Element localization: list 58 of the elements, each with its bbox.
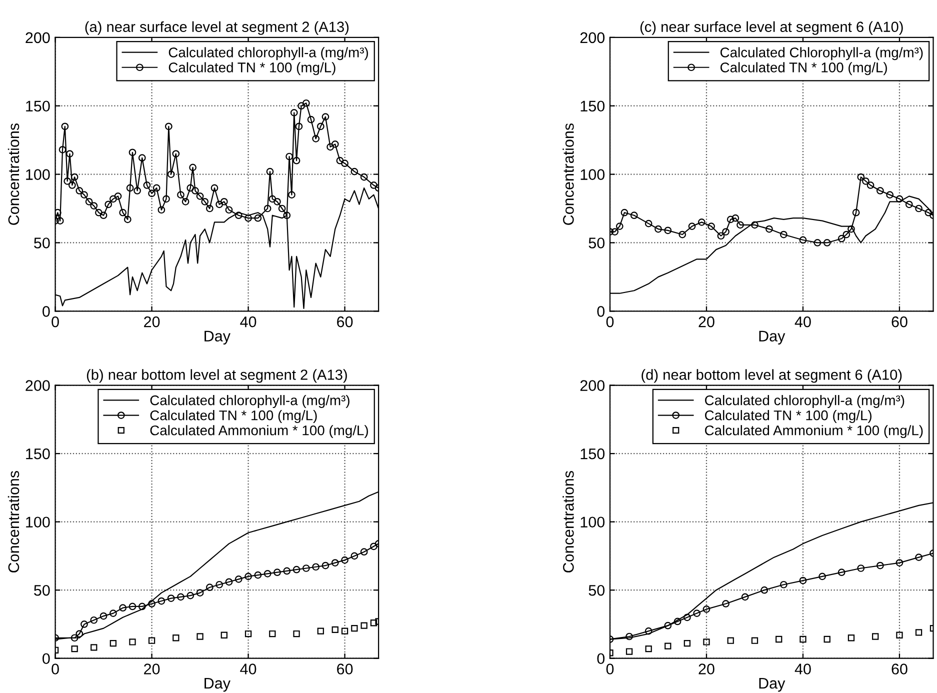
legend-label: Calculated Chlorophyll-a (mg/m³) xyxy=(720,47,923,60)
y-tick-label: 100 xyxy=(580,516,605,528)
y-tick-label: 100 xyxy=(26,169,50,180)
x-tick-label: 0 xyxy=(52,664,59,674)
y-tick-label: 200 xyxy=(580,32,605,44)
y-tick-label: 100 xyxy=(580,169,605,180)
y-tick-label: 0 xyxy=(42,653,50,664)
x-tick-label: 20 xyxy=(144,664,160,674)
x-tick-label: 60 xyxy=(892,664,908,674)
y-tick-label: 150 xyxy=(26,100,50,112)
legend-label: Calculated TN * 100 (mg/L) xyxy=(720,62,887,76)
x-tick-label: 0 xyxy=(52,316,59,328)
y-tick-label: 100 xyxy=(26,516,50,528)
y-tick-label: 200 xyxy=(26,380,50,391)
legend-label: Calculated Ammonium * 100 (mg/L) xyxy=(705,425,923,438)
x-tick-label: 0 xyxy=(606,664,614,674)
legend-label: Calculated Ammonium * 100 (mg/L) xyxy=(150,425,368,438)
y-tick-label: 200 xyxy=(26,32,50,44)
y-tick-label: 50 xyxy=(34,584,50,596)
x-axis-title: Day xyxy=(204,678,230,692)
y-tick-label: 200 xyxy=(580,380,605,391)
y-tick-label: 50 xyxy=(588,584,605,596)
chart-title: (d) near bottom level at segment 6 (A10) xyxy=(642,369,902,383)
x-tick-label: 0 xyxy=(606,316,614,328)
x-tick-label: 40 xyxy=(794,664,811,674)
y-tick-label: 0 xyxy=(597,306,605,317)
x-tick-label: 40 xyxy=(794,316,811,328)
chart-title: (a) near surface level at segment 2 (A13) xyxy=(85,21,349,35)
legend-label: Calculated TN * 100 (mg/L) xyxy=(168,62,336,76)
x-tick-label: 40 xyxy=(240,316,256,328)
y-tick-label: 50 xyxy=(588,238,605,248)
y-tick-label: 0 xyxy=(597,653,605,664)
legend-label: Calculated chlorophyll-a (mg/m³) xyxy=(150,395,350,408)
x-tick-label: 40 xyxy=(240,664,256,674)
x-tick-label: 60 xyxy=(337,316,353,328)
y-tick-label: 0 xyxy=(42,306,50,317)
x-axis-title: Day xyxy=(759,678,786,692)
y-tick-label: 50 xyxy=(34,238,50,248)
chart-title: (b) near bottom level at segment 2 (A13) xyxy=(86,369,347,383)
legend-label: Calculated TN * 100 (mg/L) xyxy=(150,410,317,424)
chart-title: (c) near surface level at segment 6 (A10) xyxy=(640,21,903,35)
x-tick-label: 20 xyxy=(698,316,714,328)
y-tick-label: 150 xyxy=(580,100,605,112)
y-tick-label: 150 xyxy=(580,448,605,460)
legend-label: Calculated chlorophyll-a (mg/m³) xyxy=(168,47,368,60)
x-tick-label: 60 xyxy=(892,316,908,328)
legend-label: Calculated chlorophyll-a (mg/m³) xyxy=(705,395,904,408)
y-axis-title: Concentrations xyxy=(8,123,20,225)
y-axis-title: Concentrations xyxy=(562,470,574,572)
y-axis-title: Concentrations xyxy=(8,470,20,572)
x-axis-title: Day xyxy=(759,330,786,344)
x-axis-title: Day xyxy=(204,330,230,344)
y-axis-title: Concentrations xyxy=(562,123,574,225)
x-tick-label: 60 xyxy=(337,664,353,674)
x-tick-label: 20 xyxy=(144,316,160,328)
legend-label: Calculated TN * 100 (mg/L) xyxy=(705,410,872,424)
x-tick-label: 20 xyxy=(698,664,714,674)
y-tick-label: 150 xyxy=(26,448,50,460)
